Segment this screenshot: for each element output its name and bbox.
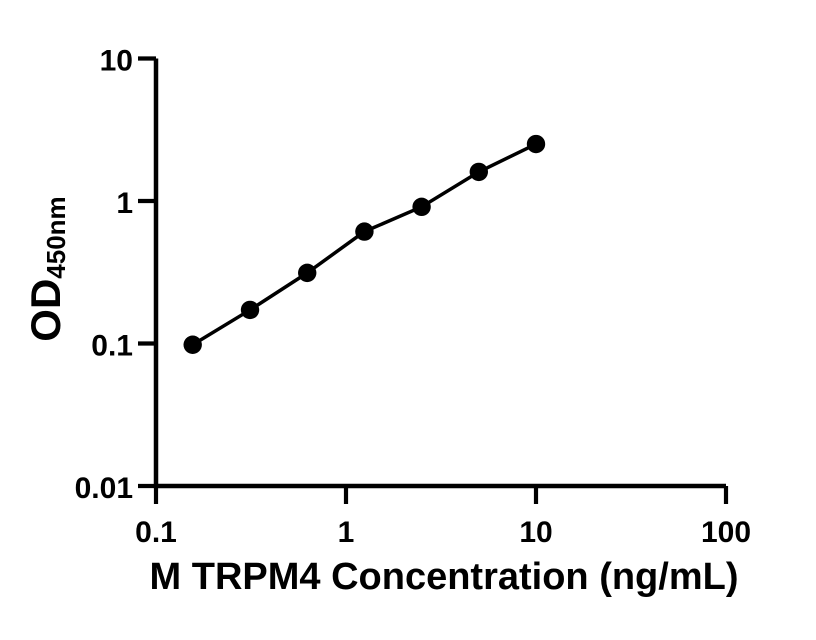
x-tick-label: 1 (338, 516, 355, 549)
y-tick-label: 0.01 (75, 472, 133, 505)
x-tick-label: 10 (519, 516, 552, 549)
data-point (183, 335, 202, 354)
y-axis-title-main: OD (22, 278, 69, 342)
data-point (298, 263, 317, 283)
axis-frame (153, 58, 726, 489)
data-point (240, 300, 260, 320)
y-tick-label: 10 (100, 45, 133, 78)
x-axis-title: M TRPM4 Concentration (ng/mL) (149, 556, 739, 598)
y-tick-label: 0.1 (91, 330, 133, 363)
y-axis-title: OD450nm (21, 184, 71, 354)
y-tick-label: 1 (116, 187, 133, 220)
data-point (526, 134, 546, 154)
y-axis-title-subscript: 450nm (41, 196, 71, 279)
data-point (355, 222, 374, 241)
x-tick-label: 100 (701, 516, 751, 549)
x-tick-label: 0.1 (135, 516, 177, 549)
data-point (469, 162, 489, 182)
data-point (412, 197, 431, 217)
